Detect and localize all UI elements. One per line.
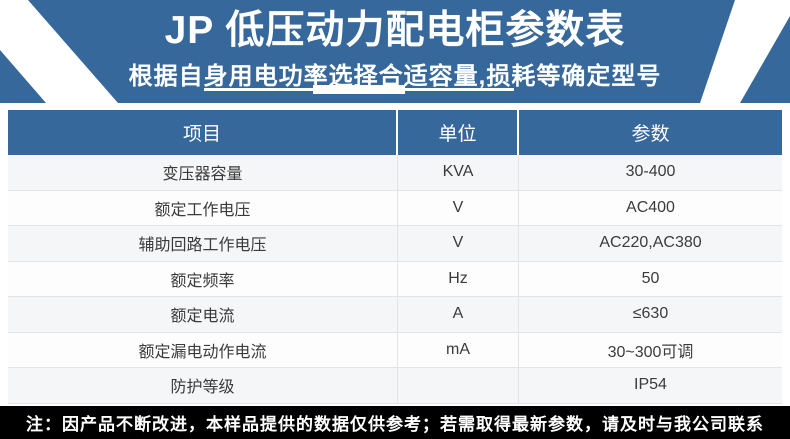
cell-value: IP54: [634, 376, 667, 394]
cell-value: 30~300可调: [607, 343, 694, 361]
cell-value: AC400: [626, 198, 675, 216]
cell-value: AC220,AC380: [599, 234, 702, 252]
cell-value: 30-400: [625, 163, 676, 181]
header-divider-accent: [313, 85, 405, 94]
header-banner: JP 低压动力配电柜参数表 根据自身用电功率选择合适容量,损耗等确定型号: [0, 0, 790, 103]
cell-item: 变压器容量: [8, 155, 398, 190]
cell-item: 额定电流: [8, 297, 398, 332]
cell-item: 辅助回路工作电压: [8, 226, 398, 261]
table-row: 额定频率 Hz 50: [8, 261, 782, 297]
cell-item: 额定漏电动作电流: [8, 332, 398, 367]
table-header-row: 项目 单位 参数: [8, 110, 782, 155]
page-title: JP 低压动力配电柜参数表: [164, 9, 626, 52]
column-header-value: 参数: [631, 124, 670, 145]
table-row: 变压器容量 KVA 30-400: [8, 155, 782, 191]
cell-unit: V: [398, 226, 519, 261]
cell-unit: KVA: [398, 155, 519, 190]
cell-value: ≤630: [632, 305, 669, 323]
parameter-table: 项目 单位 参数 变压器容量 KVA 30-400 额定工作电压 V AC400…: [8, 110, 782, 404]
footer-note-bar: 注：因产品不断改进，本样品提供的数据仅供参考；若需取得最新参数，请及时与我公司联…: [0, 406, 790, 439]
header-content: JP 低压动力配电柜参数表 根据自身用电功率选择合适容量,损耗等确定型号: [0, 0, 790, 91]
cell-unit: mA: [398, 332, 519, 367]
table-row: 防护等级 IP54: [8, 368, 782, 404]
cell-item: 额定频率: [8, 261, 398, 296]
table-row: 额定漏电动作电流 mA 30~300可调: [8, 332, 782, 368]
cell-item: 防护等级: [8, 368, 398, 403]
table-row: 额定电流 A ≤630: [8, 297, 782, 333]
cell-unit: V: [398, 190, 519, 225]
cell-unit: A: [398, 297, 519, 332]
cell-unit: Hz: [398, 261, 519, 296]
table-row: 辅助回路工作电压 V AC220,AC380: [8, 226, 782, 262]
header-divider-line: [204, 85, 514, 94]
cell-item: 额定工作电压: [8, 190, 398, 225]
cell-unit: [398, 368, 519, 403]
column-header-unit: 单位: [398, 110, 519, 155]
table-body: 变压器容量 KVA 30-400 额定工作电压 V AC400 辅助回路工作电压…: [8, 155, 782, 404]
column-header-item: 项目: [8, 110, 398, 155]
cell-value: 50: [641, 269, 660, 287]
table-row: 额定工作电压 V AC400: [8, 190, 782, 226]
footer-note-text: 注：因产品不断改进，本样品提供的数据仅供参考；若需取得最新参数，请及时与我公司联…: [26, 415, 764, 434]
